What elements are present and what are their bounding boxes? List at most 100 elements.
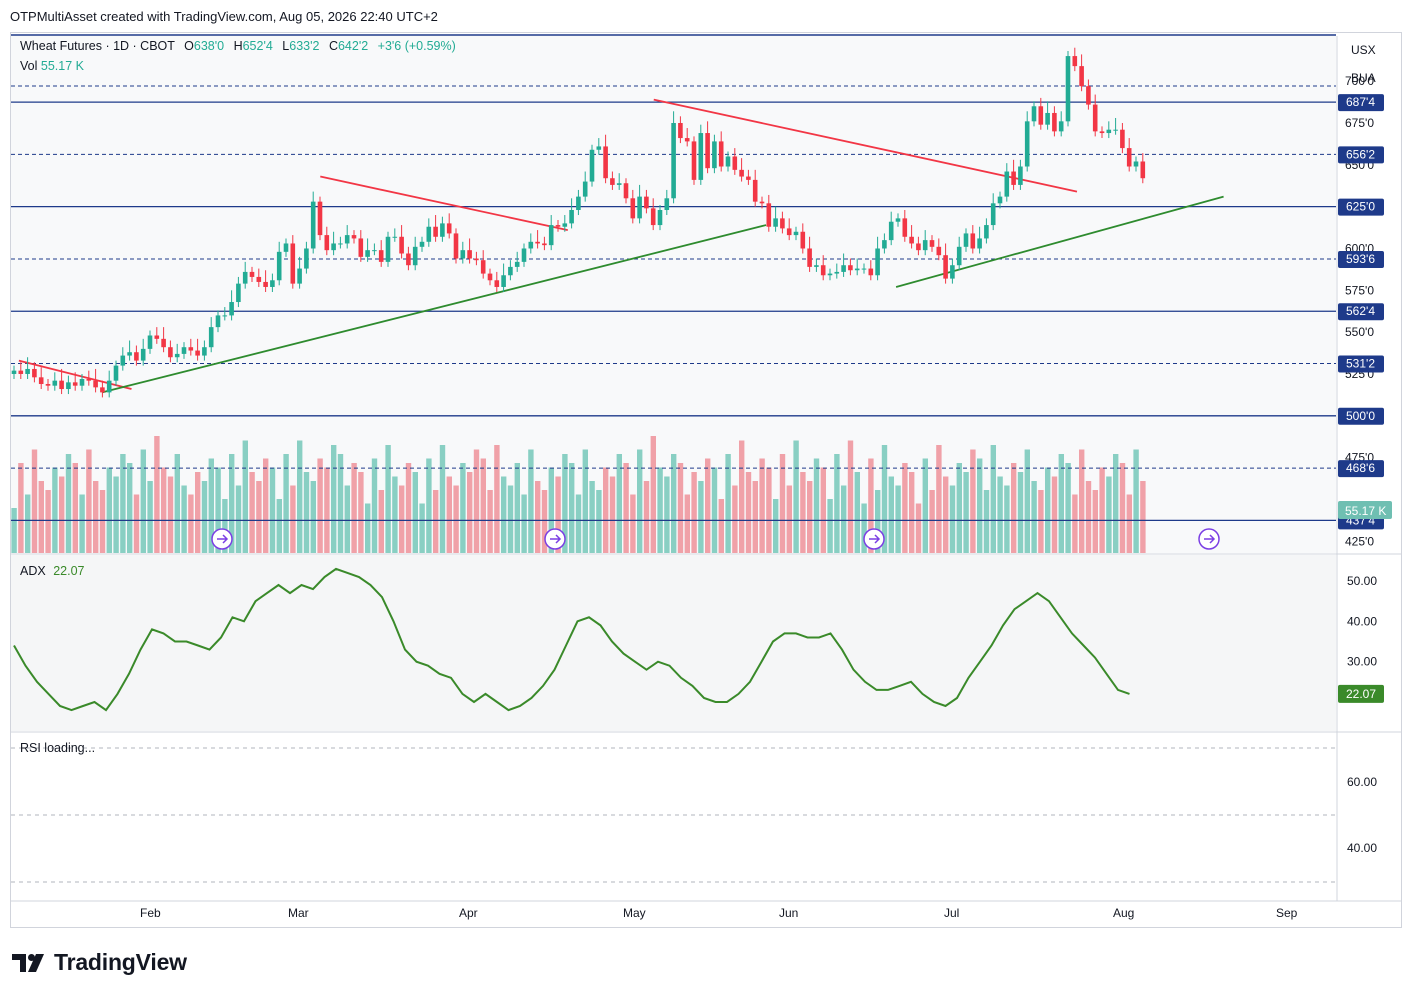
volume-bar bbox=[351, 463, 357, 553]
time-axis-month-label: Feb bbox=[140, 906, 161, 920]
volume-bar bbox=[303, 472, 310, 553]
tradingview-logo[interactable]: TradingView bbox=[12, 949, 187, 976]
candle-body bbox=[895, 218, 901, 222]
volume-bar bbox=[766, 467, 772, 553]
candle-body bbox=[297, 268, 302, 284]
volume-bar bbox=[773, 499, 779, 553]
volume-bar bbox=[705, 458, 711, 553]
volume-label[interactable]: Vol bbox=[20, 59, 38, 73]
candle-body bbox=[304, 248, 309, 269]
volume-bar bbox=[582, 449, 588, 553]
candle-body bbox=[807, 248, 812, 267]
candle-body bbox=[317, 201, 323, 236]
candle-body bbox=[195, 350, 200, 356]
volume-bar bbox=[813, 458, 820, 553]
volume-bar bbox=[956, 463, 962, 553]
price-axis-tick: 425'0 bbox=[1345, 534, 1374, 548]
candle-body bbox=[59, 380, 64, 390]
candle-body bbox=[236, 283, 241, 303]
adx-line[interactable] bbox=[13, 567, 1130, 712]
volume-bar bbox=[480, 458, 486, 553]
legend-low-value: 633'2 bbox=[289, 39, 320, 53]
candle-body bbox=[256, 276, 262, 282]
candle-body bbox=[1099, 131, 1105, 134]
level-price-tag-text: 562'4 bbox=[1346, 304, 1375, 318]
volume-bar bbox=[895, 485, 901, 553]
candle-body bbox=[725, 156, 731, 167]
candle-body bbox=[766, 203, 772, 227]
time-axis-month-label: Mar bbox=[288, 906, 309, 920]
candle-body bbox=[480, 260, 486, 274]
candle-body bbox=[174, 353, 180, 358]
currency-unit-button: BUA bbox=[1351, 71, 1376, 85]
candle-body bbox=[848, 265, 853, 271]
candle-body bbox=[406, 253, 411, 266]
candle-body bbox=[1004, 171, 1010, 197]
candle-body bbox=[1106, 129, 1112, 134]
candle-body bbox=[32, 368, 37, 378]
volume-bar bbox=[528, 449, 534, 553]
volume-bar bbox=[426, 458, 432, 553]
level-price-tag-text: 531'2 bbox=[1346, 357, 1375, 371]
candle-body bbox=[780, 218, 785, 229]
volume-bar bbox=[392, 476, 398, 553]
candle-body bbox=[208, 327, 214, 348]
candle-body bbox=[970, 233, 976, 249]
candle-body bbox=[487, 273, 493, 281]
candle-body bbox=[86, 378, 92, 381]
volume-bar bbox=[147, 481, 153, 553]
volume-bar bbox=[433, 490, 439, 553]
candle-body bbox=[637, 196, 642, 219]
volume-bar bbox=[902, 463, 908, 553]
level-price-tag bbox=[1338, 407, 1384, 425]
candle-body bbox=[650, 208, 656, 226]
candle-body bbox=[990, 203, 996, 226]
candle-body bbox=[814, 265, 819, 267]
candle-body bbox=[501, 275, 506, 287]
candle-body bbox=[691, 141, 697, 180]
candle-body bbox=[93, 380, 98, 388]
candle-body bbox=[902, 218, 908, 237]
volume-bar bbox=[875, 490, 881, 553]
candle-body bbox=[140, 348, 146, 361]
volume-bar bbox=[589, 481, 595, 553]
candle-body bbox=[922, 240, 928, 251]
candle-body bbox=[66, 382, 71, 390]
candle-body bbox=[100, 387, 105, 393]
chart-credit: OTPMultiAsset created with TradingView.c… bbox=[10, 9, 438, 24]
volume-bar bbox=[358, 472, 364, 553]
candle-body bbox=[861, 268, 867, 270]
volume-bar bbox=[120, 454, 126, 553]
candle-body bbox=[392, 236, 398, 238]
adx-value-tag-text: 22.07 bbox=[1346, 687, 1376, 701]
candle-body bbox=[678, 123, 683, 139]
volume-bar bbox=[18, 463, 24, 553]
candle-body bbox=[977, 238, 982, 249]
candle-body bbox=[338, 243, 343, 245]
level-price-tag-text: 468'6 bbox=[1346, 461, 1375, 475]
adx-axis-tick: 50.00 bbox=[1347, 574, 1377, 588]
candle-body bbox=[460, 250, 466, 259]
volume-bar bbox=[616, 454, 622, 553]
volume-bar bbox=[915, 503, 922, 553]
volume-bar bbox=[562, 454, 568, 553]
candle-body bbox=[344, 235, 350, 244]
volume-bar bbox=[473, 449, 480, 553]
adx-label[interactable]: ADX bbox=[20, 564, 46, 578]
volume-bar bbox=[922, 458, 928, 553]
volume-bar bbox=[1092, 490, 1098, 553]
trendline-red[interactable] bbox=[320, 175, 568, 231]
candle-body bbox=[569, 210, 574, 224]
legend-symbol[interactable]: Wheat Futures · 1D · CBOT bbox=[20, 39, 175, 53]
volume-bar bbox=[52, 467, 58, 553]
trendline-green[interactable] bbox=[101, 224, 767, 394]
candle-body bbox=[854, 268, 860, 271]
volume-bar bbox=[72, 463, 78, 553]
candle-body bbox=[752, 179, 758, 202]
volume-bar bbox=[1106, 476, 1112, 553]
volume-bar bbox=[460, 463, 466, 553]
candle-body bbox=[1086, 86, 1091, 105]
candle-body bbox=[202, 347, 207, 356]
candle-body bbox=[331, 243, 336, 251]
